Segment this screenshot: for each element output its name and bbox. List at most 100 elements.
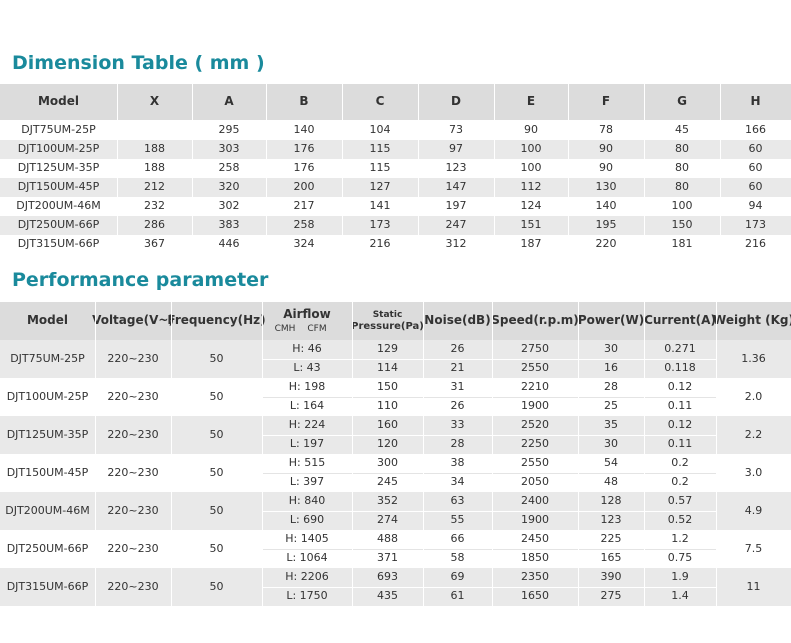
table-cell: 216 [745,237,766,251]
table-cell: 300 [377,456,398,470]
table-cell: 0.75 [667,551,693,565]
table-cell: 90 [599,161,613,175]
table-cell: 150 [377,380,398,394]
table-cell: 80 [675,161,689,175]
table-cell: L: 1064 [286,551,328,565]
table-cell: 45 [675,123,689,137]
table-cell: 245 [377,475,398,489]
column-separator [342,84,343,253]
table-cell: 61 [450,589,465,603]
column-separator [716,302,717,606]
table-row [0,235,791,254]
section-title: Performance parameter [12,269,269,291]
table-cell: 1900 [521,399,549,413]
header-cell: F [601,94,611,109]
table-cell: 28 [604,380,618,394]
table-cell: L: 690 [289,513,325,527]
column-separator [95,302,96,606]
table-cell: 100 [671,199,693,213]
table-cell: 312 [445,237,467,251]
section-title: Dimension Table ( mm ) [12,52,265,74]
table-cell: 1850 [521,551,549,565]
table-cell: 2550 [521,361,549,375]
table-cell: 50 [209,541,224,555]
table-cell: 48 [604,475,618,489]
table-cell: 3.0 [744,465,763,479]
table-cell: 4.9 [744,503,763,517]
table-cell: 274 [377,513,398,527]
header-cell: C [375,94,385,109]
header-cell: Frequency(Hz) [167,313,266,328]
table-cell: 176 [293,142,315,156]
table-cell: 140 [293,123,315,137]
table-cell: 114 [377,361,398,375]
table-cell: 188 [144,161,165,175]
row-separator [262,511,716,512]
table-cell: H: 198 [288,380,326,394]
table-cell: 73 [449,123,463,137]
table-cell: 275 [600,589,622,603]
table-cell: DJT150UM-45P [17,180,100,194]
table-cell: 50 [209,579,224,593]
table-cell: 2.0 [744,389,763,403]
table-cell: DJT315UM-66P [17,237,100,251]
table-cell: 112 [520,180,542,194]
table-cell: 320 [218,180,240,194]
table-cell: 2210 [521,380,549,394]
table-cell: 2550 [521,456,549,470]
table-cell: 26 [450,399,465,413]
column-separator [266,84,267,253]
table-cell: 2350 [521,570,549,584]
header-cell: G [677,94,687,109]
table-cell: 30 [604,342,618,356]
table-cell: 50 [209,503,224,517]
header-cell: X [149,94,160,109]
table-cell: DJT125UM-35P [6,427,89,441]
table-cell: 90 [599,142,613,156]
table-cell: 286 [144,218,165,232]
table-cell: 50 [209,351,224,365]
table-cell: 352 [377,494,398,508]
column-separator [644,84,645,253]
table-cell: 127 [369,180,391,194]
header-cell: Weight (Kg) [713,313,791,328]
column-separator [492,302,493,606]
table-cell: 110 [377,399,398,413]
table-cell: 195 [595,218,617,232]
table-cell: L: 1750 [286,589,328,603]
table-cell: 0.11 [667,399,693,413]
table-cell: 0.12 [667,418,693,432]
header-cell: E [526,94,536,109]
table-cell: 166 [745,123,766,137]
table-cell: 115 [369,161,391,175]
table-cell: 693 [377,570,398,584]
table-cell: 31 [450,380,465,394]
table-cell: 200 [293,180,315,194]
table-cell: 1.4 [671,589,689,603]
table-cell: 50 [209,389,224,403]
table-cell: 367 [144,237,165,251]
table-cell: 176 [293,161,315,175]
table-cell: 60 [748,180,763,194]
header-cell: Model [37,94,80,109]
table-cell: 446 [218,237,240,251]
header-cell: Static [372,310,403,321]
table-cell: DJT100UM-25P [17,142,100,156]
table-cell: 38 [450,456,465,470]
header-unit: CFM [307,323,327,334]
table-cell: 2050 [521,475,549,489]
table-cell: 220~230 [107,427,159,441]
table-cell: 303 [218,142,240,156]
table-cell: 147 [445,180,467,194]
column-separator [352,302,353,606]
table-cell: 1650 [521,589,549,603]
table-cell: 128 [600,494,622,508]
table-cell: DJT315UM-66P [6,579,89,593]
table-cell: H: 840 [288,494,326,508]
table-cell: 324 [293,237,315,251]
table-cell: 383 [218,218,240,232]
table-cell: 435 [377,589,398,603]
header-cell: Noise(dB) [424,313,491,328]
table-cell: 220~230 [107,579,159,593]
table-cell: 33 [450,418,465,432]
